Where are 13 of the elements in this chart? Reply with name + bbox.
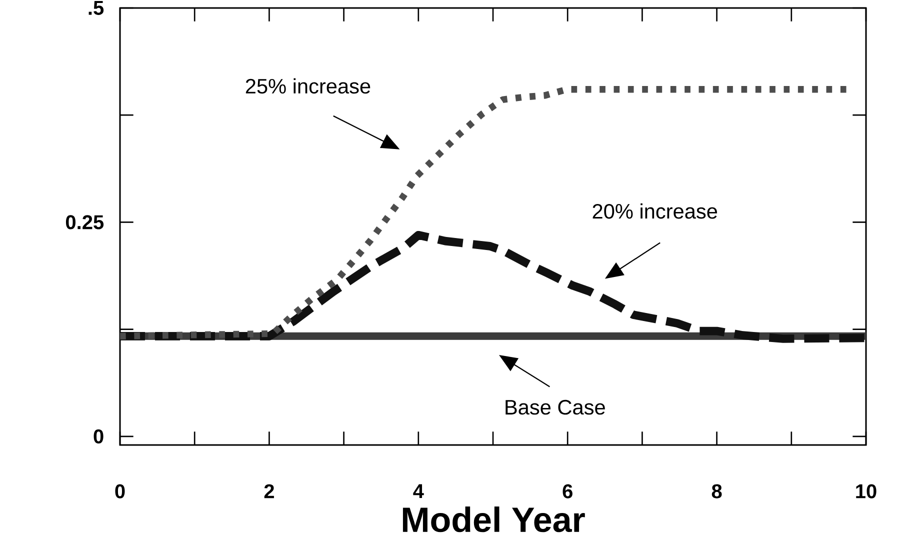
x-tick-label: 8 bbox=[712, 484, 722, 498]
x-tick-label: 2 bbox=[264, 484, 274, 498]
y-tick-label: 0 bbox=[94, 429, 104, 444]
x-tick-label: 4 bbox=[413, 484, 424, 498]
annotation: 25% increase bbox=[246, 78, 370, 94]
x-tick-label: 6 bbox=[562, 484, 572, 498]
y-tick-label: 0.25 bbox=[66, 215, 104, 230]
x-tick-label: 10 bbox=[856, 484, 876, 498]
annotation: Base Case bbox=[506, 400, 605, 415]
x-tick-label: 0 bbox=[115, 484, 125, 498]
x-axis-title: Model Year bbox=[402, 506, 585, 532]
y-tick-label: .5 bbox=[88, 1, 104, 15]
annotation: 20% increase bbox=[592, 203, 718, 219]
